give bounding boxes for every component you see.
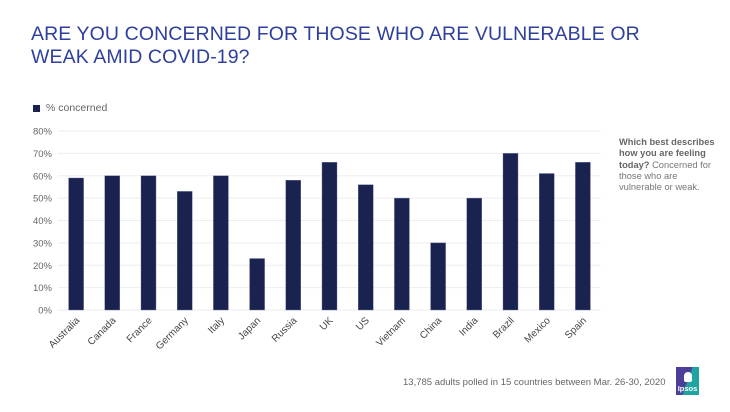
bar-australia <box>68 177 84 311</box>
y-tick-label: 50% <box>33 194 53 205</box>
logo-figure-icon <box>683 372 692 382</box>
ipsos-logo: Ipsos <box>676 367 699 395</box>
x-tick-label: France <box>125 315 155 345</box>
x-tick-label: Spain <box>563 315 589 341</box>
bar-canada <box>104 175 121 311</box>
bar-china <box>430 242 446 311</box>
title-line-2: WEAK AMID COVID-19? <box>31 46 250 68</box>
bar-brazil <box>502 153 519 311</box>
x-tick-label: Russia <box>270 315 300 345</box>
x-tick-label: UK <box>318 315 336 333</box>
y-tick-label: 80% <box>33 127 53 138</box>
side-note: Which best describes how you are feeling… <box>619 137 719 193</box>
y-tick-label: 70% <box>33 149 53 160</box>
y-tick-label: 10% <box>33 283 53 294</box>
x-tick-label: US <box>354 315 372 333</box>
y-tick-label: 30% <box>33 238 53 249</box>
x-tick-label: Canada <box>86 315 119 348</box>
bar-russia <box>285 180 301 311</box>
legend-label: % concerned <box>46 102 108 114</box>
bar-germany <box>176 191 193 311</box>
legend: % concerned <box>33 102 107 114</box>
bar-vietnam <box>394 197 410 311</box>
x-tick-label: China <box>418 315 445 342</box>
y-tick-label: 0% <box>38 306 52 317</box>
bar-japan <box>249 258 265 311</box>
bar-spain <box>575 162 591 311</box>
chart-title: ARE YOU CONCERNED FOR THOSE WHO ARE VULN… <box>31 23 671 69</box>
bar-mexico <box>539 173 555 311</box>
bar-italy <box>213 175 229 311</box>
side-note-question: Which best describes how you are feeling… <box>619 137 715 170</box>
footnote: 13,785 adults polled in 15 countries bet… <box>403 377 666 388</box>
x-tick-label: Vietnam <box>374 315 408 349</box>
x-tick-label: Mexico <box>523 315 553 345</box>
logo-text: Ipsos <box>677 384 698 393</box>
x-tick-label: Australia <box>47 315 83 351</box>
y-tick-label: 20% <box>33 261 53 272</box>
x-tick-label: Japan <box>236 315 263 342</box>
side-note-answer: Concerned for those who are vulnerable o… <box>619 159 711 193</box>
x-tick-label: Brazil <box>491 315 516 340</box>
legend-swatch <box>33 104 40 112</box>
x-tick-label: Italy <box>206 315 227 336</box>
y-tick-label: 60% <box>33 171 53 182</box>
x-tick-label: India <box>457 315 480 338</box>
bar-india <box>466 197 482 311</box>
y-tick-label: 40% <box>33 216 53 227</box>
x-tick-label: Germany <box>154 315 191 352</box>
bar-france <box>140 175 157 311</box>
bar-uk <box>321 162 338 311</box>
bar-us <box>358 184 374 311</box>
title-line-1: ARE YOU CONCERNED FOR THOSE WHO ARE VULN… <box>31 23 640 45</box>
